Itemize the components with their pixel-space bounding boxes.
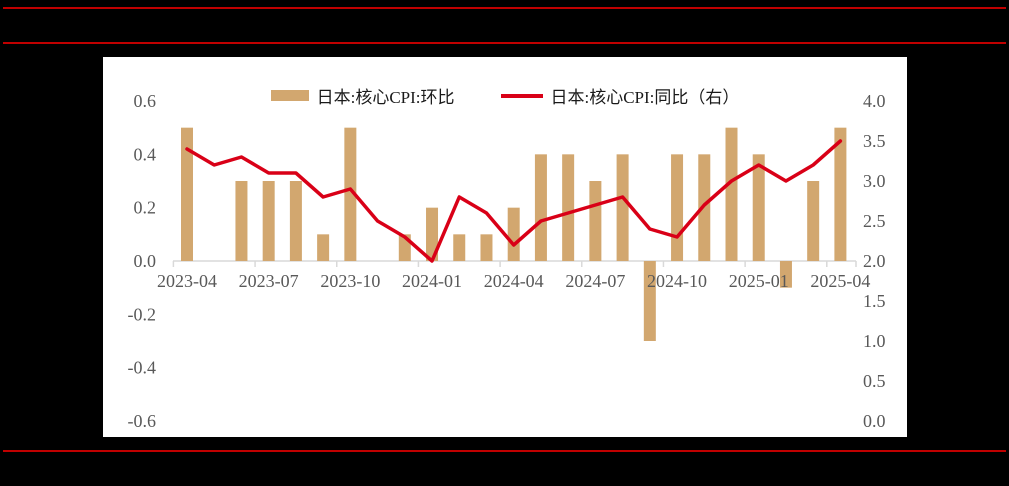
bar-2025-01: [752, 154, 765, 261]
legend: 日本:核心CPI:环比 日本:核心CPI:同比（右）: [103, 83, 907, 108]
bar-2024-09: [643, 261, 656, 341]
right-axis-label: 0.5: [863, 371, 886, 391]
left-axis-label: 0.0: [134, 251, 157, 271]
line-series: [185, 139, 843, 263]
bar-2024-08: [616, 154, 629, 261]
left-axis-label: 0.6: [134, 91, 157, 111]
x-axis-label: 2025-01: [729, 271, 789, 291]
x-axis-label: 2023-10: [320, 271, 380, 291]
left-axis-label: -0.4: [128, 358, 157, 378]
bar-2025-04: [834, 127, 847, 262]
right-axis-label: 1.0: [863, 331, 886, 351]
x-axis-label: 2024-07: [565, 271, 625, 291]
right-axis-label: 2.0: [863, 251, 886, 271]
chart-panel: 0.6 0.4 0.2 0.0 -0.2 -0.4 -0.6 4.0 3.5 3.0 2.5 2.0 1…: [103, 57, 907, 437]
plot-svg: 0.6 0.4 0.2 0.0 -0.2 -0.4 -0.6 4.0 3.5 3.0 2.5 2.0 1…: [128, 91, 886, 431]
x-axis-label: 2023-04: [157, 271, 217, 291]
bar-2023-10: [344, 127, 357, 262]
legend-item-line-series: 日本:核心CPI:同比（右）: [500, 83, 740, 108]
x-axis-label: 2023-07: [239, 271, 299, 291]
bar-2023-07: [262, 181, 275, 261]
bar-2024-02: [453, 234, 466, 261]
bar-2024-10: [671, 154, 684, 261]
header-rule: [3, 42, 1006, 44]
right-axis-label: 4.0: [863, 91, 886, 111]
bar-2024-07: [589, 181, 602, 261]
bar-2023-08: [289, 181, 302, 261]
bar-2024-01: [426, 207, 439, 261]
bar-2025-02: [779, 261, 792, 288]
bottom-rule: [3, 450, 1006, 452]
legend-line-label: 日本:核心CPI:同比（右）: [550, 88, 740, 107]
x-axis-label: 2024-04: [484, 271, 544, 291]
bar-2024-12: [725, 127, 738, 262]
bar-2024-04: [507, 207, 520, 261]
x-axis-label: 2024-10: [647, 271, 707, 291]
bar-2023-04: [181, 127, 193, 262]
bar-2024-05: [534, 154, 547, 261]
legend-bar-label: 日本:核心CPI:环比: [316, 88, 455, 107]
left-axis-label: 0.2: [134, 198, 157, 218]
legend-line-swatch-icon: [500, 93, 543, 98]
top-rule: [3, 7, 1006, 9]
legend-item-bar-series: 日本:核心CPI:环比: [270, 83, 455, 108]
bar-2023-09: [317, 234, 330, 261]
x-axis-label: 2024-01: [402, 271, 462, 291]
right-axis-label: 3.0: [863, 171, 886, 191]
bar-2024-06: [562, 154, 575, 261]
bar-2025-03: [807, 181, 820, 261]
right-axis-label: 3.5: [863, 131, 886, 151]
left-axis-label: 0.4: [134, 144, 157, 164]
legend-bar-swatch-icon: [270, 90, 309, 101]
bar-2023-06: [235, 181, 248, 261]
left-axis-label: -0.6: [128, 411, 157, 431]
right-axis-label: 0.0: [863, 411, 886, 431]
right-axis-label: 2.5: [863, 211, 886, 231]
x-axis-label: 2025-04: [810, 271, 870, 291]
left-axis-label: -0.2: [128, 304, 157, 324]
right-axis-label: 1.5: [863, 291, 886, 311]
bar-2024-03: [480, 234, 493, 261]
